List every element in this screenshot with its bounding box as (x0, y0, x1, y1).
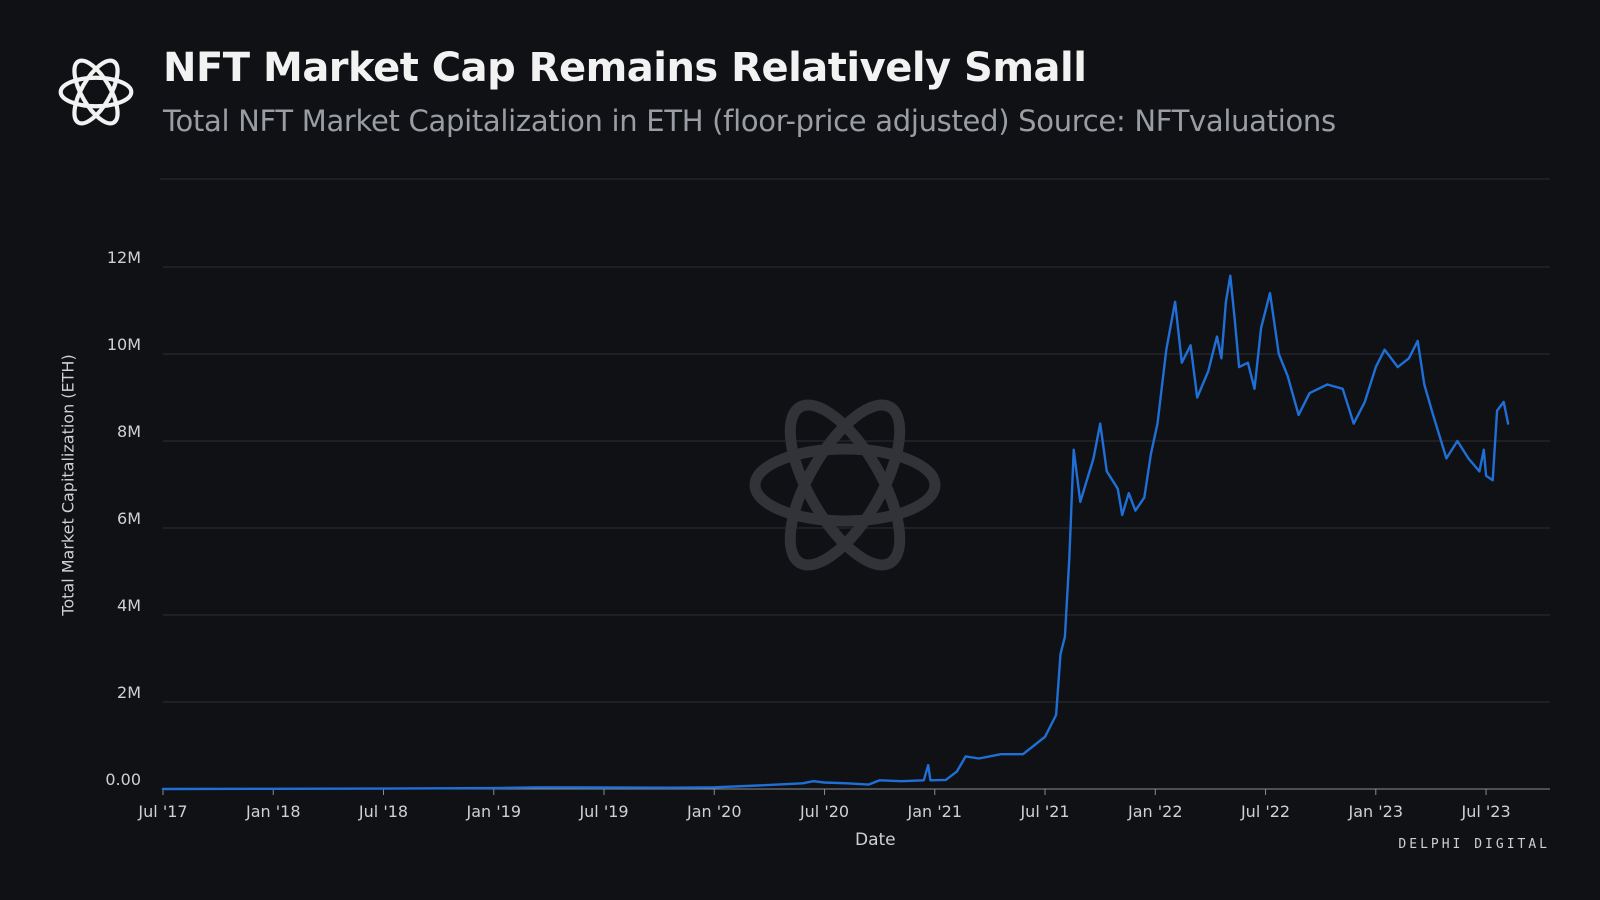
y-tick-label: 4M (117, 596, 141, 615)
y-tick-label: 10M (107, 335, 141, 354)
y-axis-label: Total Market Capitalization (ETH) (58, 354, 78, 616)
x-tick-label: Jul '18 (358, 802, 408, 821)
brand-wordmark: DELPHI DIGITAL (1398, 837, 1550, 852)
x-tick-label: Jan '20 (686, 802, 742, 821)
x-tick-label: Jan '19 (466, 802, 522, 821)
x-tick-label: Jan '22 (1127, 802, 1183, 821)
delphi-knot-logo-icon (58, 58, 134, 126)
logo (54, 50, 138, 134)
x-tick-label: Jul '19 (578, 802, 628, 821)
x-tick-label: Jul '17 (137, 802, 187, 821)
x-tick-label: Jul '23 (1460, 802, 1510, 821)
y-tick-label: 2M (117, 683, 141, 702)
y-axis: 0.00 2M 4M 6M 8M 10M 12M (105, 248, 141, 789)
grid (163, 266, 1550, 703)
x-tick-label: Jul '21 (1019, 802, 1069, 821)
x-tick-label: Jan '23 (1348, 802, 1404, 821)
x-axis: Jul '17 Jan '18 Jul '18 Jan '19 Jul '19 Jan '… (137, 788, 1550, 821)
chart-title: NFT Market Cap Remains Relatively Small (163, 45, 1087, 91)
y-tick-label: 12M (107, 248, 141, 267)
series (161, 274, 1510, 791)
y-tick-label: 8M (117, 422, 141, 441)
watermark-logo-icon (749, 399, 941, 571)
x-tick-label: Jan '21 (907, 802, 963, 821)
x-tick-label: Jul '20 (799, 802, 849, 821)
y-tick-label: 0.00 (105, 770, 141, 789)
x-tick-label: Jan '18 (245, 802, 301, 821)
chart-subtitle: Total NFT Market Capitalization in ETH (… (163, 104, 1336, 138)
x-tick-label: Jul '22 (1240, 802, 1290, 821)
series-line (161, 274, 1510, 791)
x-axis-label: Date (855, 830, 896, 850)
y-tick-label: 6M (117, 509, 141, 528)
